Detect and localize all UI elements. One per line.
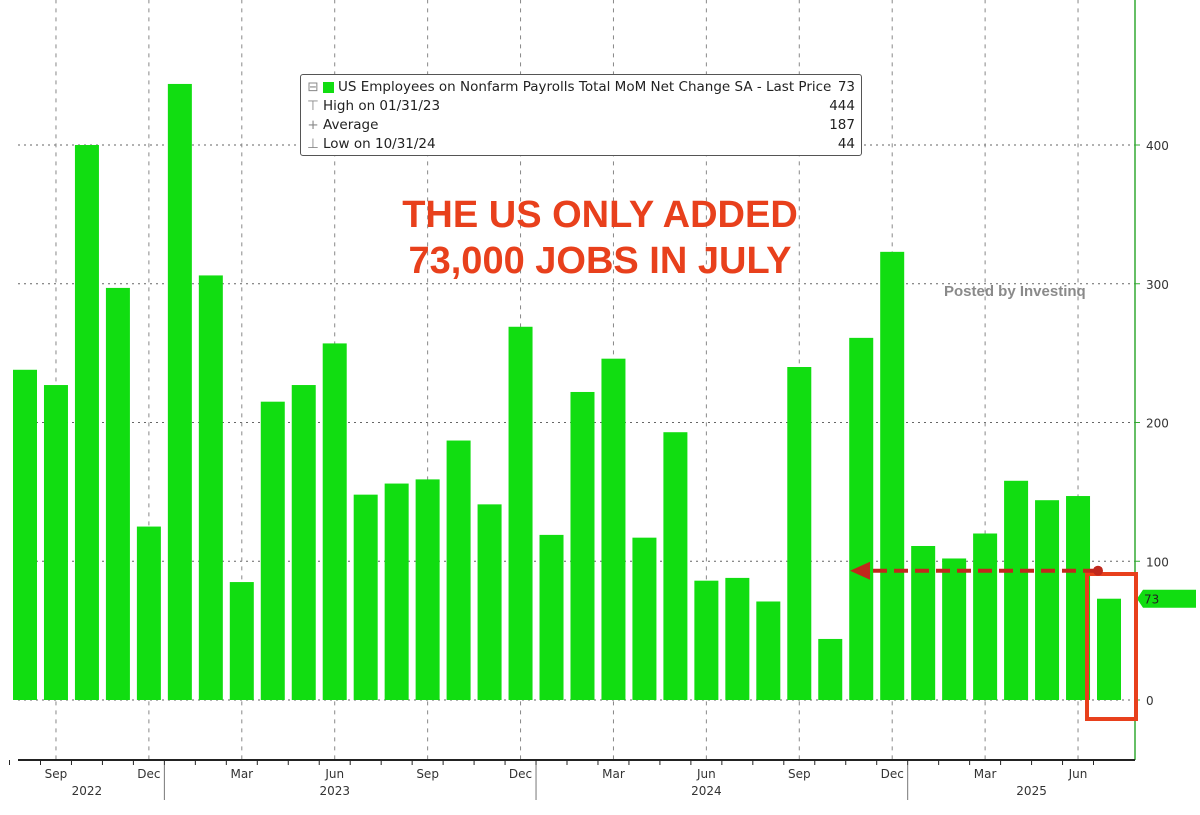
bar-dec-2023 bbox=[508, 326, 533, 700]
collapse-icon[interactable]: ⊟ bbox=[307, 79, 319, 95]
bar-may-2025 bbox=[1035, 500, 1060, 700]
bar-apr-2025 bbox=[1004, 480, 1029, 700]
y-tick-label: 100 bbox=[1146, 555, 1169, 569]
legend-series-label: US Employees on Nonfarm Payrolls Total M… bbox=[338, 79, 832, 95]
x-tick-label: Jun bbox=[696, 767, 716, 781]
high-marker-icon: ⊤ bbox=[307, 98, 319, 114]
bar-jun-2023 bbox=[322, 343, 347, 700]
bar-feb-2024 bbox=[570, 391, 595, 700]
bar-jul-2023 bbox=[353, 494, 378, 700]
bar-aug-2022 bbox=[13, 369, 37, 700]
last-value-tag bbox=[1137, 589, 1196, 608]
bar-nov-2024 bbox=[849, 337, 874, 700]
bar-dec-2024 bbox=[880, 251, 905, 700]
legend-high-value: 444 bbox=[829, 98, 855, 114]
bar-may-2023 bbox=[291, 385, 316, 700]
bar-nov-2022 bbox=[105, 287, 130, 700]
x-tick-label: Jun bbox=[324, 767, 344, 781]
legend: ⊟ US Employees on Nonfarm Payrolls Total … bbox=[300, 74, 862, 156]
bar-aug-2024 bbox=[756, 601, 781, 700]
legend-low-label: Low on 10/31/24 bbox=[323, 136, 436, 152]
bar-jan-2024 bbox=[539, 534, 564, 700]
series-swatch bbox=[323, 82, 334, 93]
highlight-box bbox=[1085, 572, 1138, 721]
bar-jun-2024 bbox=[694, 580, 719, 700]
bar-may-2024 bbox=[663, 432, 688, 700]
x-tick-label: Sep bbox=[416, 767, 439, 781]
y-tick-label: 200 bbox=[1146, 417, 1169, 431]
legend-low-value: 44 bbox=[837, 136, 855, 152]
bar-oct-2023 bbox=[446, 440, 471, 700]
y-tick-label: 0 bbox=[1146, 694, 1154, 708]
bar-apr-2023 bbox=[260, 401, 285, 700]
headline-line-1: THE US ONLY ADDED bbox=[402, 194, 798, 236]
bar-sep-2024 bbox=[787, 367, 812, 700]
bar-dec-2022 bbox=[136, 526, 161, 700]
bar-aug-2023 bbox=[384, 483, 409, 700]
x-tick-label: Mar bbox=[230, 767, 253, 781]
bar-mar-2025 bbox=[973, 533, 998, 700]
bar-feb-2025 bbox=[942, 558, 967, 700]
x-tick-label: Sep bbox=[788, 767, 811, 781]
y-tick-label: 300 bbox=[1146, 278, 1169, 292]
headline-line-2: 73,000 JOBS IN JULY bbox=[408, 240, 792, 282]
legend-avg-value: 187 bbox=[829, 117, 855, 133]
bar-apr-2024 bbox=[632, 537, 657, 700]
x-tick-label: Dec bbox=[137, 767, 160, 781]
bar-jan-2023 bbox=[167, 83, 192, 700]
year-label: 2022 bbox=[72, 784, 103, 798]
x-tick-label: Mar bbox=[602, 767, 625, 781]
y-tick-label: 400 bbox=[1146, 139, 1169, 153]
last-value-label: 73 bbox=[1144, 593, 1159, 607]
average-marker-icon: + bbox=[307, 117, 319, 133]
headline-annotation: THE US ONLY ADDED 73,000 JOBS IN JULY bbox=[330, 192, 870, 284]
low-marker-icon: ⊥ bbox=[307, 136, 319, 152]
bar-sep-2023 bbox=[415, 479, 440, 700]
legend-high-label: High on 01/31/23 bbox=[323, 98, 441, 114]
x-tick-label: Mar bbox=[974, 767, 997, 781]
bar-mar-2024 bbox=[601, 358, 626, 700]
bar-sep-2022 bbox=[43, 385, 68, 700]
bar-jul-2024 bbox=[725, 577, 750, 700]
bar-nov-2023 bbox=[477, 504, 502, 700]
bar-mar-2023 bbox=[229, 582, 254, 700]
x-tick-label: Jun bbox=[1068, 767, 1088, 781]
arrow-origin-dot bbox=[1093, 565, 1103, 576]
year-label: 2024 bbox=[691, 784, 722, 798]
legend-avg-label: Average bbox=[323, 117, 379, 133]
x-tick-label: Dec bbox=[509, 767, 532, 781]
arrow-head-icon bbox=[850, 561, 870, 580]
year-label: 2025 bbox=[1016, 784, 1047, 798]
bar-feb-2023 bbox=[198, 275, 223, 700]
year-label: 2023 bbox=[319, 784, 350, 798]
legend-series-value: 73 bbox=[837, 79, 855, 95]
bar-oct-2022 bbox=[74, 145, 99, 700]
watermark: Posted by Investinq bbox=[944, 283, 1086, 300]
bar-jul-2025 bbox=[1097, 598, 1121, 700]
x-tick-label: Dec bbox=[881, 767, 904, 781]
bar-oct-2024 bbox=[818, 638, 843, 700]
x-tick-label: Sep bbox=[45, 767, 68, 781]
